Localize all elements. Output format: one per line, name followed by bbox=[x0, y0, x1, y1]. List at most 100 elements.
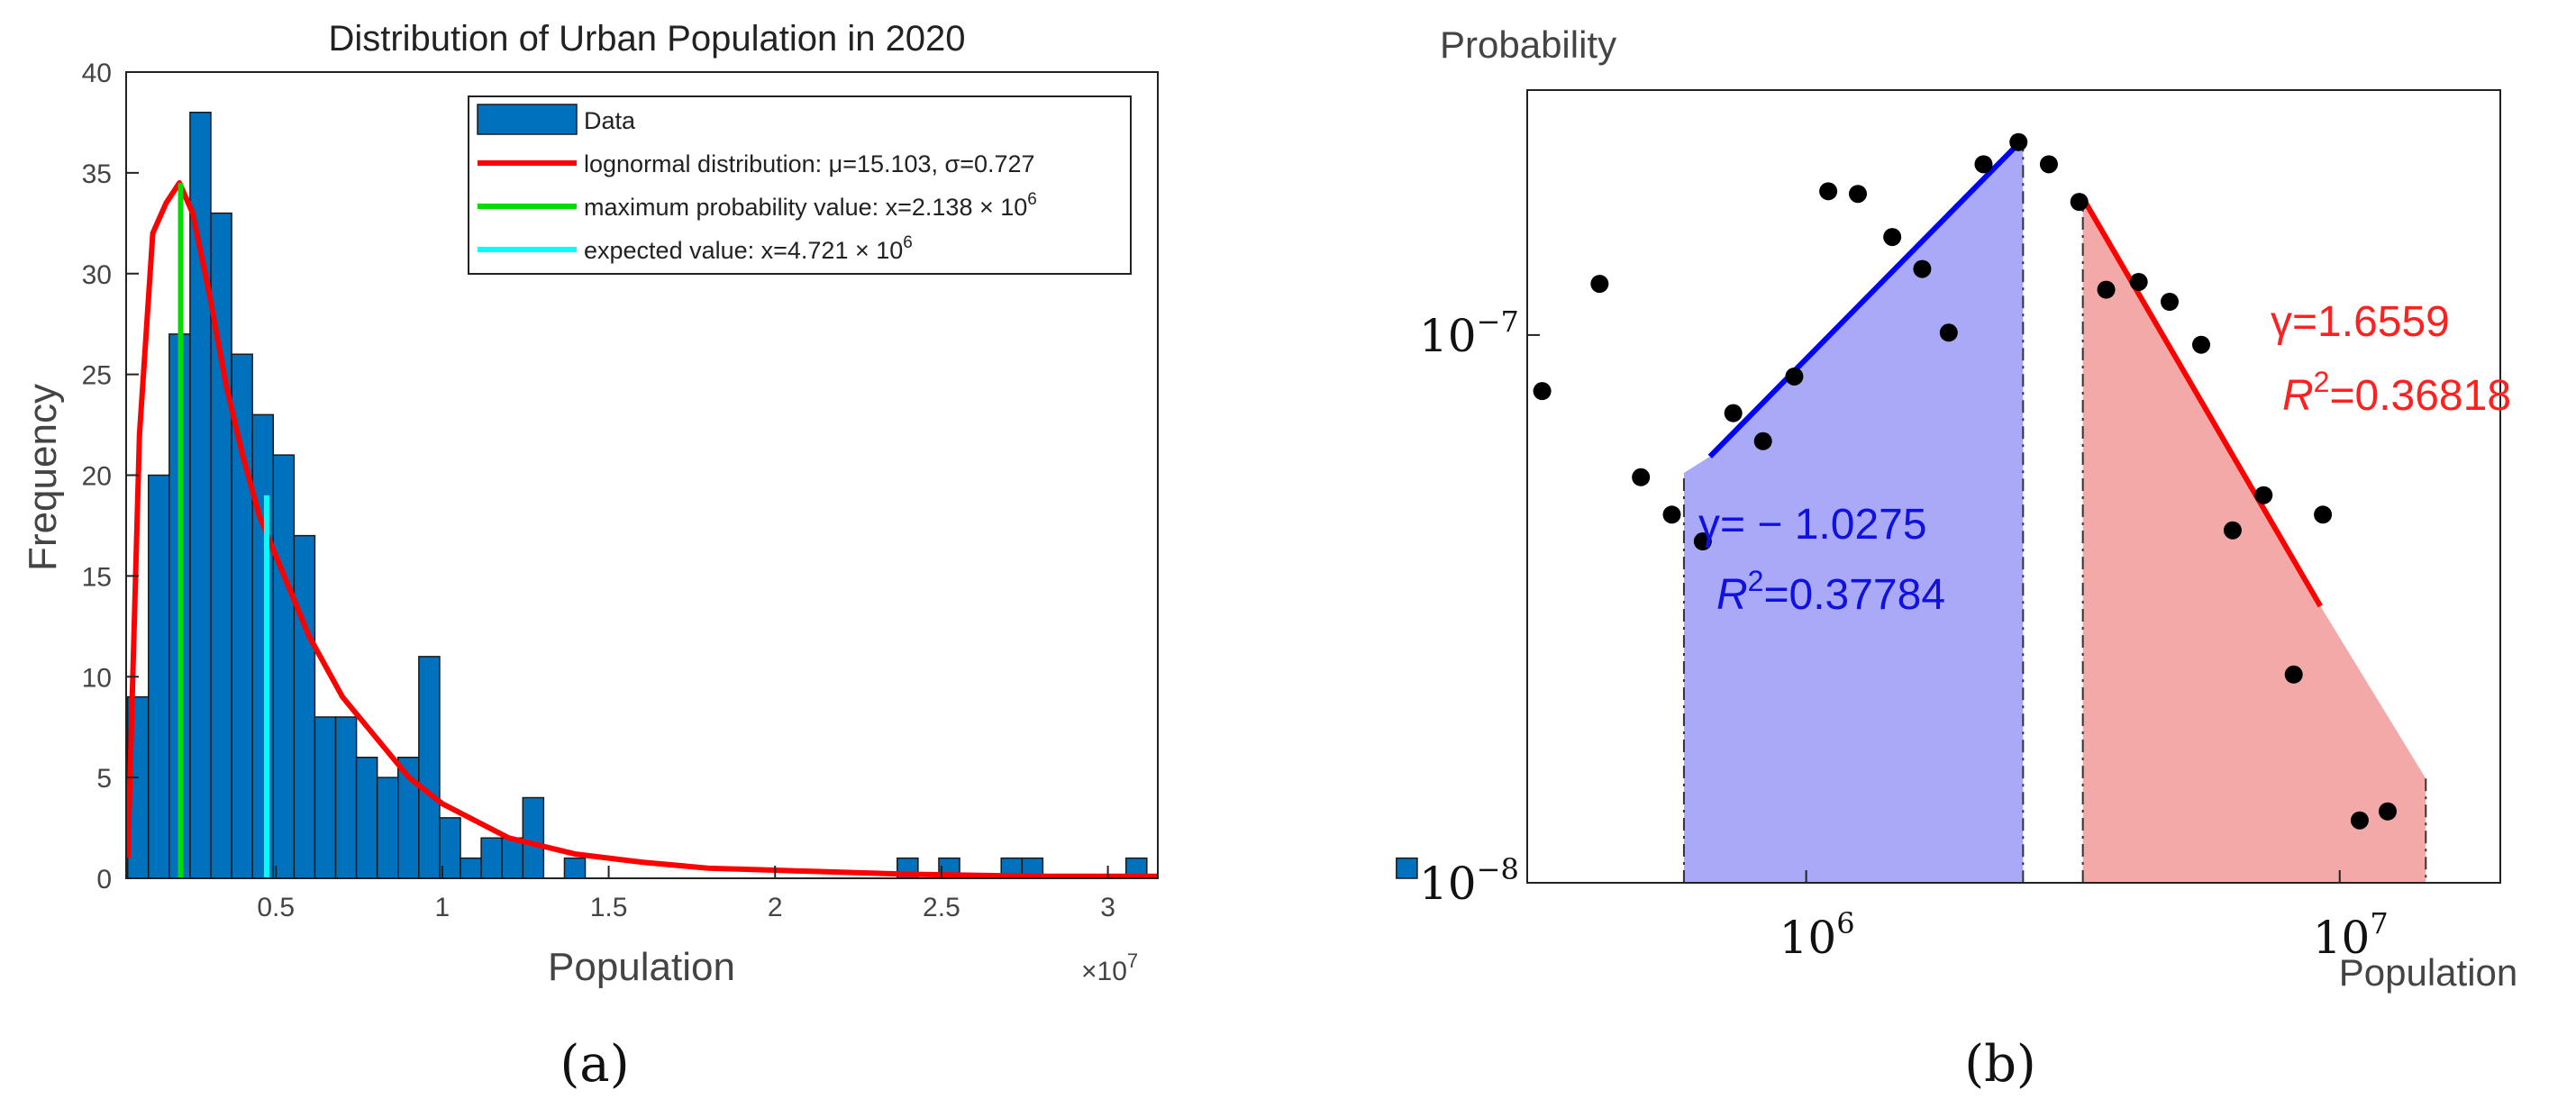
scatter-point bbox=[1590, 275, 1609, 294]
scatter-point bbox=[1785, 367, 1804, 386]
scatter-point bbox=[1632, 468, 1651, 486]
tick-exponent: −7 bbox=[1477, 304, 1519, 339]
left-gamma-annotation: γ= − 1.0275 bbox=[1698, 501, 1927, 549]
legend-entry-text: expected value: x=4.721 × 10 bbox=[584, 237, 903, 264]
tick-exponent: 6 bbox=[1836, 906, 1854, 940]
histogram-bar bbox=[522, 796, 545, 879]
legend-entry-label: expected value: x=4.721 × 106 bbox=[584, 233, 913, 264]
x-exponent-power: 7 bbox=[1127, 949, 1138, 972]
tick-exponent: −8 bbox=[1477, 852, 1519, 886]
scatter-point bbox=[1662, 505, 1681, 524]
histogram-bar bbox=[376, 776, 399, 879]
histogram-y-tick-label: 20 bbox=[82, 462, 112, 492]
scatter-point bbox=[1533, 382, 1552, 401]
loglog-x-tick-label: 107 bbox=[2313, 906, 2389, 964]
histogram-y-tick-label: 40 bbox=[82, 59, 112, 88]
tick-base: 10 bbox=[1419, 858, 1477, 910]
left-r2-letter: R bbox=[1716, 571, 1748, 619]
histogram-panel: Distribution of Urban Population in 2020… bbox=[21, 19, 1418, 1094]
tick-base: 10 bbox=[2313, 912, 2371, 964]
lognormal-curve bbox=[124, 180, 1158, 879]
scatter-point bbox=[2350, 811, 2369, 830]
legend-swatch-data bbox=[477, 104, 578, 135]
legend-entry-label: lognormal distribution: μ=15.103, σ=0.72… bbox=[584, 150, 1035, 177]
loglog-x-tick-label: 106 bbox=[1780, 906, 1855, 964]
scatter-point bbox=[2284, 665, 2303, 684]
left-r2-sup: 2 bbox=[1748, 565, 1764, 597]
scatter-point bbox=[2254, 486, 2273, 504]
scatter-point bbox=[2161, 293, 2180, 312]
scatter-point bbox=[2070, 193, 2089, 212]
histogram-bar bbox=[563, 857, 587, 879]
scatter-point bbox=[1939, 323, 1958, 342]
scatter-point bbox=[2129, 272, 2148, 291]
histogram-x-tick-label: 2 bbox=[768, 893, 783, 922]
histogram-bar bbox=[480, 837, 503, 879]
legend-entry-text: maximum probability value: x=2.138 × 10 bbox=[584, 194, 1027, 221]
right-fit-region bbox=[2082, 197, 2426, 884]
histogram-x-ticks: 0.5 1 1.5 2 2.5 3 bbox=[257, 866, 1115, 922]
histogram-bar bbox=[251, 413, 275, 879]
scatter-point bbox=[1693, 532, 1712, 551]
right-fit-line bbox=[2080, 196, 2323, 608]
loglog-axes-frame bbox=[1526, 89, 2501, 884]
histogram-bar bbox=[293, 534, 316, 879]
histogram-y-tick-label: 0 bbox=[96, 865, 112, 895]
histogram-y-tick-label: 30 bbox=[82, 260, 112, 290]
histogram-x-tick-label: 1 bbox=[435, 893, 451, 922]
histogram-y-ticks: 0 5 10 15 20 25 30 35 40 bbox=[82, 59, 139, 895]
legend-entry-label: maximum probability value: x=2.138 × 106 bbox=[584, 190, 1037, 221]
scatter-point bbox=[2378, 802, 2397, 821]
histogram-bar bbox=[355, 757, 378, 879]
legend-entry-text: lognormal distribution: μ=15.103, σ=0.72… bbox=[584, 150, 1035, 177]
left-fit-region bbox=[1683, 139, 2024, 883]
scatter-points bbox=[1533, 132, 2397, 830]
loglog-x-label: Population bbox=[2339, 951, 2518, 994]
legend-box bbox=[468, 95, 1132, 275]
fit-lines bbox=[1707, 137, 2323, 608]
histogram-x-tick-label: 3 bbox=[1100, 893, 1115, 922]
legend-entry-label: Data bbox=[584, 107, 636, 134]
histogram-bar bbox=[460, 857, 482, 879]
histogram-bar bbox=[1396, 857, 1418, 879]
histogram-y-tick-label: 25 bbox=[82, 361, 112, 391]
panel-label-a: (a) bbox=[560, 1035, 629, 1094]
right-r2-annotation: R2=0.36818 bbox=[2282, 366, 2511, 420]
histogram-y-tick-label: 15 bbox=[82, 562, 112, 592]
tick-base: 10 bbox=[1780, 912, 1837, 964]
x-exponent-base: ×10 bbox=[1081, 957, 1127, 986]
histogram-y-label: Frequency bbox=[21, 384, 65, 571]
scatter-point bbox=[1974, 155, 1993, 174]
histogram-y-tick-label: 35 bbox=[82, 159, 112, 189]
tick-exponent: 7 bbox=[2370, 906, 2388, 940]
scatter-point bbox=[1753, 431, 1772, 450]
scatter-point bbox=[1848, 185, 1867, 204]
histogram-x-label: Population bbox=[548, 945, 735, 989]
histogram-bar bbox=[501, 837, 524, 879]
scatter-point bbox=[1819, 182, 1838, 201]
scatter-point bbox=[2192, 335, 2211, 354]
panel-label-b: (b) bbox=[1964, 1035, 2036, 1094]
loglog-y-tick-label: 10−7 bbox=[1419, 304, 1519, 362]
histogram-bar bbox=[418, 656, 441, 879]
scatter-point bbox=[1913, 259, 1932, 278]
histogram-bar bbox=[314, 716, 337, 879]
left-fit-line bbox=[1707, 137, 2025, 459]
histogram-title: Distribution of Urban Population in 2020 bbox=[328, 19, 965, 59]
loglog-y-tick-label: 10−8 bbox=[1419, 852, 1519, 910]
scatter-point bbox=[1724, 404, 1743, 422]
histogram-bar bbox=[334, 716, 358, 879]
tick-base: 10 bbox=[1419, 310, 1477, 362]
fit-regions bbox=[1682, 139, 2427, 884]
histogram-bar bbox=[272, 454, 296, 879]
histogram-x-tick-label: 2.5 bbox=[923, 893, 960, 922]
histogram-y-tick-label: 10 bbox=[82, 663, 112, 693]
right-r2-value: =0.36818 bbox=[2329, 372, 2511, 420]
scatter-point bbox=[2097, 280, 2116, 299]
legend-entry-superscript: 6 bbox=[1027, 190, 1037, 209]
left-r2-value: =0.37784 bbox=[1763, 571, 1945, 619]
legend-entry-text: Data bbox=[584, 107, 636, 134]
loglog-y-label: Probability bbox=[1440, 23, 1616, 66]
right-r2-letter: R bbox=[2282, 372, 2314, 420]
